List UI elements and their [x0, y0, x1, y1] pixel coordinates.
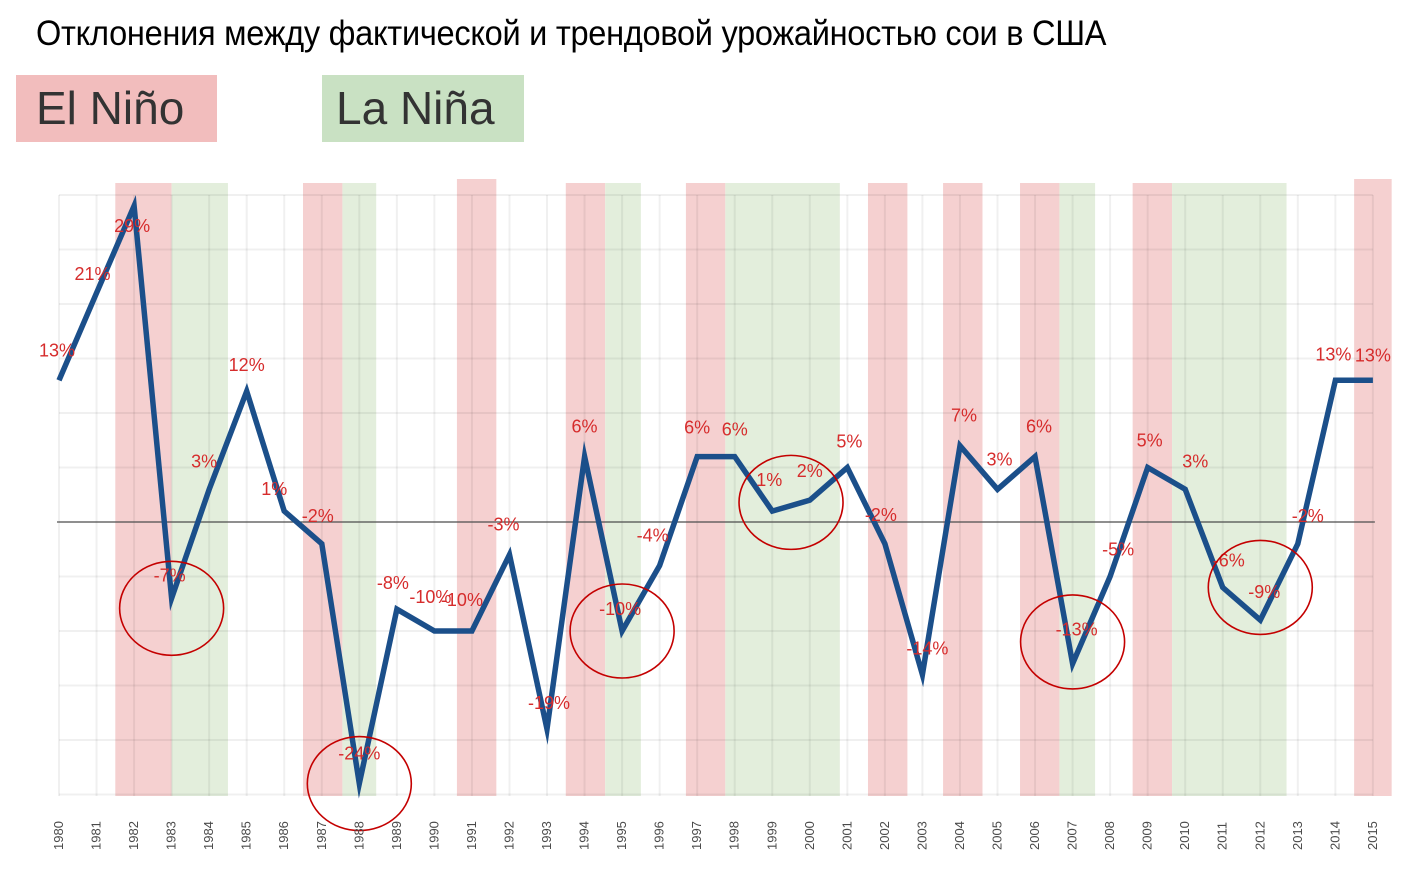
el-nino-band: [303, 183, 343, 796]
data-label: 13%: [39, 340, 75, 360]
x-axis-ticks: 1980 1981 1982 1983 1984 1985 1986 1987 1988 1989…: [51, 821, 1380, 850]
legend-el-nino: El Niño: [16, 75, 217, 142]
data-label: 7%: [951, 406, 977, 426]
x-tick-label: 1999: [764, 821, 779, 850]
series-line: [56, 194, 1373, 799]
data-label: 5%: [836, 432, 862, 452]
x-tick-label: 1983: [164, 821, 179, 850]
data-label: 6%: [722, 420, 748, 440]
x-tick-label: 2007: [1065, 821, 1080, 850]
el-nino-band: [867, 183, 908, 796]
data-label: -10%: [441, 590, 483, 610]
data-label: -4%: [637, 526, 669, 546]
x-tick-label: 1984: [201, 821, 216, 850]
data-label: -10%: [409, 587, 451, 607]
data-label: -5%: [1102, 540, 1134, 560]
highlight-circle: [569, 583, 675, 679]
data-label: 3%: [1182, 451, 1208, 471]
la-nina-band: [605, 183, 641, 796]
data-label: -8%: [377, 573, 409, 593]
data-label: 3%: [986, 449, 1012, 469]
data-label: -2%: [865, 505, 897, 525]
x-tick-label: 1986: [276, 821, 291, 850]
x-tick-label: 2003: [914, 821, 929, 850]
data-label: -2%: [1292, 506, 1324, 526]
x-tick-label: 1982: [126, 821, 141, 850]
data-label: 21%: [75, 264, 111, 284]
legend-la-nina: La Niña: [322, 75, 524, 142]
x-tick-label: 1980: [51, 821, 66, 850]
x-tick-label: 2014: [1327, 821, 1342, 850]
x-tick-label: 2001: [839, 821, 854, 850]
x-tick-label: 2004: [952, 821, 967, 850]
x-tick-label: 1997: [689, 821, 704, 850]
x-tick-label: 2006: [1027, 821, 1042, 850]
data-label: 13%: [1355, 345, 1391, 365]
data-label: 6%: [1026, 417, 1052, 437]
la-nina-band: [1172, 183, 1287, 796]
data-label: 3%: [191, 451, 217, 471]
data-label: -24%: [338, 744, 380, 764]
x-tick-label: 1985: [239, 821, 254, 850]
la-nina-band: [1059, 183, 1096, 796]
data-label: -6%: [1213, 550, 1245, 570]
data-label: 29%: [114, 216, 150, 236]
data-label: 1%: [261, 479, 287, 499]
data-label: -13%: [1056, 620, 1098, 640]
x-tick-label: 1989: [389, 821, 404, 850]
x-tick-label: 2005: [990, 821, 1005, 850]
data-label: -10%: [599, 599, 641, 619]
data-label: -19%: [528, 693, 570, 713]
highlight-circle: [118, 560, 225, 657]
x-tick-label: 2010: [1177, 821, 1192, 850]
data-labels-layer: 13%21%29%-7%3%12%1%-2%-24%-8%-10%-10%-3%…: [39, 216, 1391, 764]
x-tick-label: 1994: [577, 821, 592, 850]
x-tick-label: 1981: [89, 821, 104, 850]
data-label: -3%: [487, 515, 519, 535]
el-nino-band: [943, 183, 983, 796]
x-tick-label: 2013: [1290, 821, 1305, 850]
la-nina-band: [342, 183, 377, 796]
x-tick-label: 1988: [351, 821, 366, 850]
highlight-circles-layer: [118, 454, 1314, 832]
x-tick-label: 1996: [652, 821, 667, 850]
highlight-circle: [1207, 539, 1314, 636]
highlight-circle: [738, 454, 844, 551]
data-label: 6%: [572, 417, 598, 437]
data-label: 1%: [756, 470, 782, 490]
el-nino-band: [1354, 179, 1392, 796]
x-tick-label: 1993: [539, 821, 554, 850]
x-tick-label: 1995: [614, 821, 629, 850]
el-nino-band: [685, 183, 726, 796]
data-label: -2%: [302, 506, 334, 526]
highlight-circle: [1019, 594, 1126, 690]
x-tick-label: 2002: [877, 821, 892, 850]
x-tick-label: 2012: [1252, 821, 1267, 850]
x-tick-label: 1987: [314, 821, 329, 850]
x-tick-label: 2008: [1102, 821, 1117, 850]
data-label: 2%: [797, 461, 823, 481]
series-layer: [56, 194, 1373, 799]
data-label: 12%: [229, 355, 265, 375]
el-nino-band: [456, 179, 497, 796]
x-tick-label: 1991: [464, 821, 479, 850]
x-tick-label: 1998: [727, 821, 742, 850]
data-label: -14%: [906, 639, 948, 659]
data-label: 6%: [684, 418, 710, 438]
x-tick-label: 2015: [1365, 821, 1380, 850]
la-nina-band: [171, 183, 228, 796]
x-tick-label: 2000: [802, 821, 817, 850]
data-label: -7%: [154, 565, 186, 585]
chart-title: Отклонения между фактической и трендовой…: [36, 14, 1107, 53]
data-label: 13%: [1315, 344, 1351, 364]
highlight-circle: [306, 735, 413, 832]
x-tick-label: 1992: [501, 821, 516, 850]
data-label: -9%: [1248, 582, 1280, 602]
x-tick-label: 2011: [1215, 822, 1230, 850]
data-label: 5%: [1137, 431, 1163, 451]
x-tick-label: 2009: [1140, 821, 1155, 850]
el-nino-band: [565, 183, 606, 796]
x-tick-label: 1990: [426, 821, 441, 850]
